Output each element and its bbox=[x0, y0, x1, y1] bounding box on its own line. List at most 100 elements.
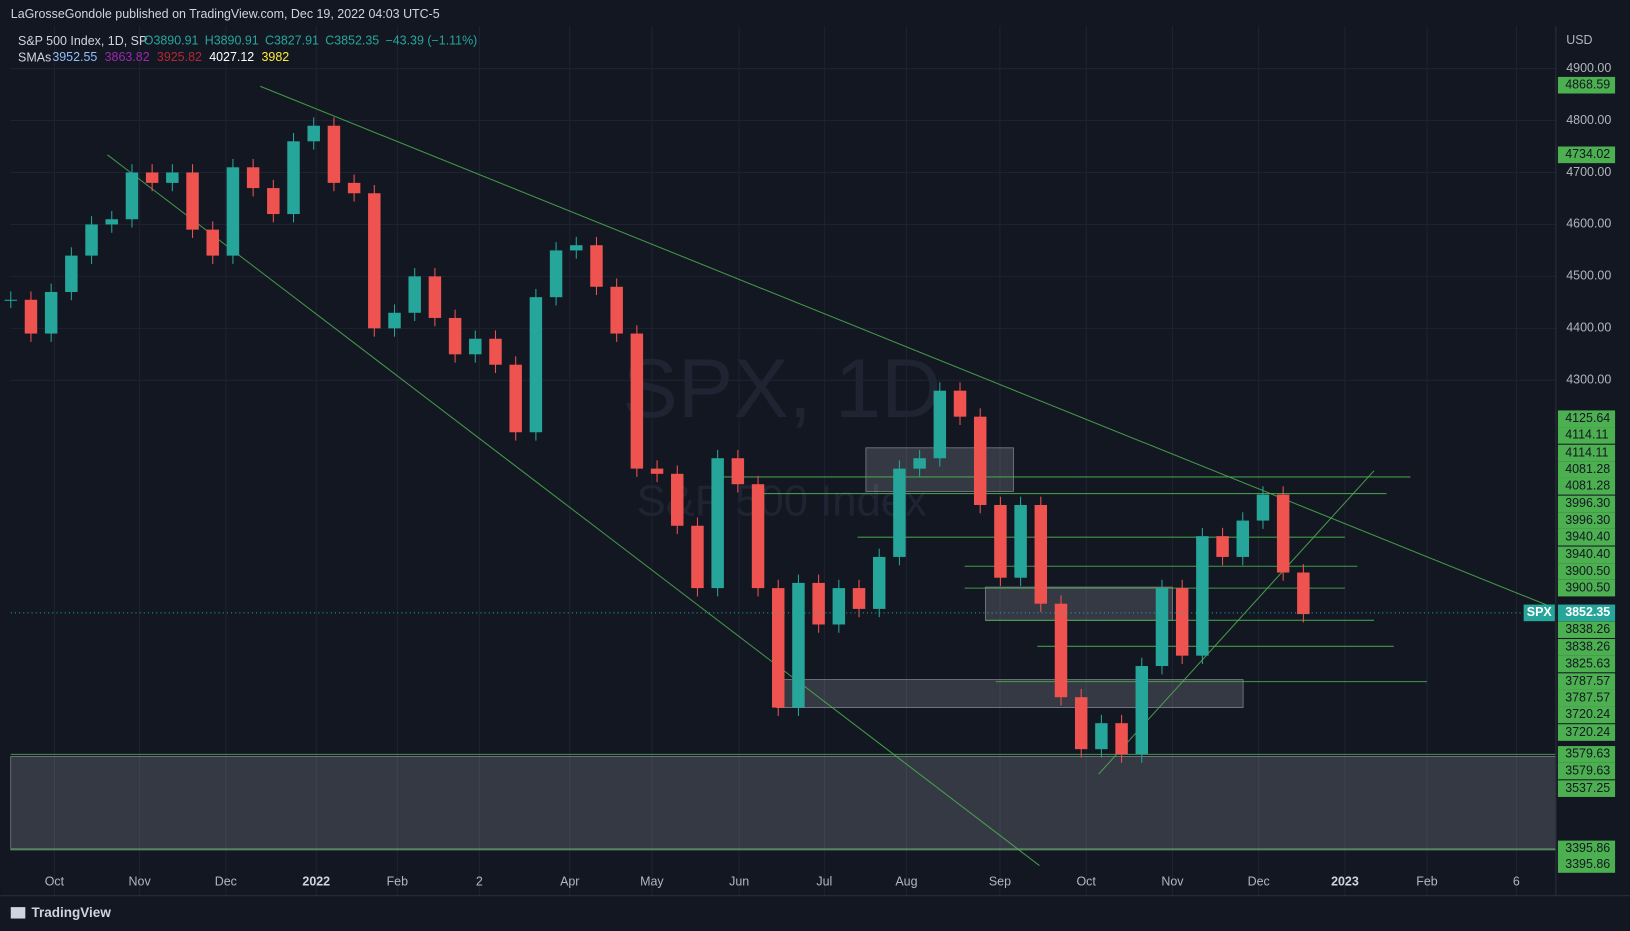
candle bbox=[792, 582, 805, 708]
price-label-box bbox=[1557, 477, 1616, 495]
x-tick-label: 2023 bbox=[1331, 874, 1359, 888]
price-label-box bbox=[1557, 427, 1616, 444]
candle bbox=[549, 250, 563, 298]
price-label-box bbox=[1557, 746, 1616, 763]
price-label-box bbox=[1557, 444, 1616, 462]
y-tick-label: 4800.00 bbox=[1566, 113, 1611, 127]
price-label: 3900.50 bbox=[1565, 580, 1610, 594]
candle bbox=[590, 245, 603, 287]
price-label: 3825.63 bbox=[1565, 656, 1610, 670]
candle bbox=[1115, 723, 1128, 755]
price-label: 3787.57 bbox=[1565, 674, 1610, 688]
price-label-box bbox=[1557, 146, 1616, 164]
price-label: 3787.57 bbox=[1565, 691, 1610, 705]
sma-values: 3952.55 3863.82 3925.82 4027.12 3982 bbox=[52, 50, 289, 64]
sma-value: 4027.12 bbox=[209, 50, 254, 64]
price-label-box bbox=[1557, 512, 1616, 529]
zone bbox=[776, 679, 1244, 708]
candle bbox=[1054, 603, 1068, 698]
candle bbox=[711, 458, 724, 589]
candle bbox=[913, 458, 926, 469]
y-tick-label: 4500.00 bbox=[1566, 269, 1611, 283]
candle bbox=[1236, 520, 1250, 557]
ticker: SPX bbox=[1527, 605, 1553, 619]
x-tick-label: 2 bbox=[476, 874, 483, 888]
candle bbox=[246, 167, 260, 189]
candle bbox=[973, 416, 987, 505]
candle bbox=[1297, 572, 1310, 615]
candle bbox=[872, 556, 886, 609]
x-tick-label: Apr bbox=[560, 874, 579, 888]
candle bbox=[893, 468, 906, 557]
candle bbox=[226, 167, 240, 256]
price-label: 4125.64 bbox=[1565, 411, 1610, 425]
candle bbox=[186, 172, 199, 230]
candles bbox=[4, 117, 1310, 763]
x-tick-label: Feb bbox=[387, 874, 409, 888]
price-label-box bbox=[1557, 546, 1616, 564]
x-tick-label: Sep bbox=[989, 874, 1011, 888]
candle bbox=[1256, 494, 1270, 521]
price-label-box bbox=[1557, 410, 1616, 428]
price-label-box bbox=[1557, 579, 1616, 597]
candle bbox=[731, 458, 745, 485]
price-label-box bbox=[1557, 724, 1616, 741]
watermark-sub: S&P 500 Index bbox=[637, 476, 927, 525]
candle bbox=[85, 224, 98, 256]
price-label: 4114.11 bbox=[1565, 428, 1608, 442]
drawings bbox=[10, 85, 1557, 866]
price-axis: 4900.00 4800.00 4700.00 4600.00 4500.00 4400.… bbox=[1566, 61, 1611, 387]
price-label: 3395.86 bbox=[1565, 841, 1610, 855]
price-label: 3720.24 bbox=[1565, 725, 1610, 739]
candle bbox=[267, 188, 280, 215]
currency: USD bbox=[1566, 33, 1592, 47]
candle bbox=[1014, 504, 1027, 578]
trendline bbox=[107, 154, 1040, 866]
price-label-box bbox=[1557, 461, 1616, 478]
grid bbox=[10, 25, 1556, 896]
sma-value: 3952.55 bbox=[52, 50, 97, 64]
price-label-box bbox=[1557, 563, 1616, 580]
candle bbox=[994, 504, 1007, 578]
price-label: 4114.11 bbox=[1565, 445, 1608, 459]
x-tick-label: May bbox=[640, 874, 664, 888]
logo bbox=[10, 907, 26, 919]
candle bbox=[347, 182, 361, 194]
price-label: 3579.63 bbox=[1565, 747, 1610, 761]
candle bbox=[1216, 536, 1229, 557]
candle bbox=[1074, 697, 1088, 750]
candle bbox=[448, 317, 462, 355]
candle bbox=[65, 255, 78, 292]
candle bbox=[24, 299, 38, 334]
candle bbox=[529, 297, 543, 433]
price-label: 3900.50 bbox=[1565, 564, 1610, 578]
y-tick-label: 4600.00 bbox=[1566, 217, 1611, 231]
x-tick-label: Aug bbox=[895, 874, 917, 888]
x-tick-label: Feb bbox=[1416, 874, 1438, 888]
price-label: 3996.30 bbox=[1565, 513, 1610, 527]
trendline bbox=[259, 85, 1549, 607]
candle bbox=[953, 390, 967, 417]
price-label: 3537.25 bbox=[1565, 781, 1610, 795]
price-label: 3996.30 bbox=[1565, 496, 1610, 510]
ticker-box bbox=[1523, 604, 1555, 622]
candle bbox=[852, 588, 866, 609]
legend: S&P 500 Index, 1D, SP O3890.91 H3890.91 C3… bbox=[18, 34, 477, 65]
price-label: 4868.59 bbox=[1565, 78, 1610, 92]
x-tick-label: Jun bbox=[729, 874, 749, 888]
candle bbox=[105, 219, 118, 225]
candle bbox=[812, 582, 825, 625]
last-price-box bbox=[1557, 604, 1616, 622]
candle bbox=[570, 245, 583, 251]
candle bbox=[327, 125, 341, 183]
candle bbox=[206, 229, 219, 256]
ohlc-value: C3827.91 bbox=[265, 34, 319, 48]
candle bbox=[671, 473, 684, 526]
ohlc: O3890.91 H3890.91 C3827.91 C3852.35 −43.39 (… bbox=[144, 34, 478, 48]
x-tick-label: Jul bbox=[816, 874, 832, 888]
price-label: 3838.26 bbox=[1565, 622, 1610, 636]
price-label-box bbox=[1557, 621, 1616, 638]
candle bbox=[166, 172, 179, 183]
